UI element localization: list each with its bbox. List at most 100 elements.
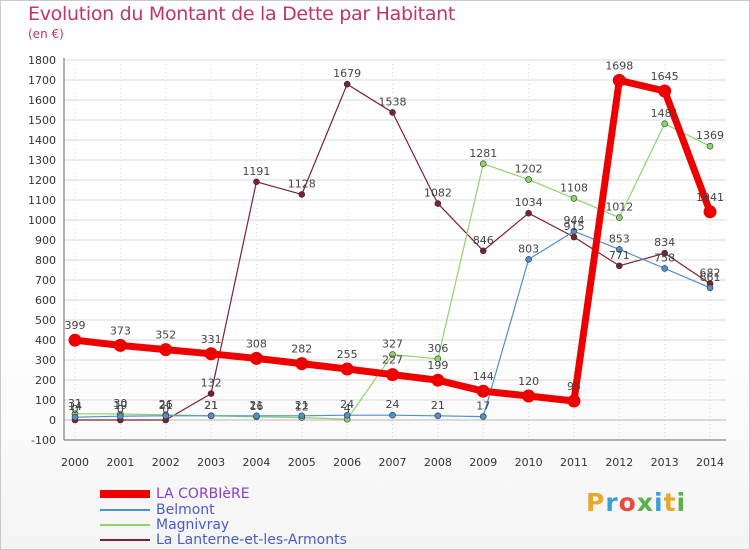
data-point	[434, 412, 442, 420]
data-point	[434, 200, 442, 207]
data-label: 26	[159, 398, 173, 411]
data-point	[389, 411, 396, 419]
data-point	[113, 338, 127, 352]
data-point	[71, 413, 79, 421]
data-label: 1698	[605, 59, 633, 72]
data-label: 1041	[696, 191, 724, 204]
data-point	[298, 191, 306, 198]
y-tick-label: 500	[35, 314, 56, 327]
data-point	[612, 73, 626, 87]
data-point	[295, 357, 309, 371]
data-label: 16	[249, 400, 263, 413]
data-point	[661, 265, 668, 272]
data-point	[616, 214, 623, 221]
data-point	[343, 80, 351, 88]
data-label: 199	[427, 359, 448, 372]
data-label: 95	[567, 380, 581, 393]
unit-label: (en €)	[28, 27, 64, 41]
data-point	[431, 373, 445, 387]
data-label: 803	[518, 242, 539, 255]
logo-letter: P	[586, 488, 606, 517]
data-label: 1191	[242, 165, 270, 178]
data-point	[207, 412, 215, 420]
data-point	[340, 362, 354, 376]
data-label: 120	[518, 375, 539, 388]
y-tick-label: 600	[35, 294, 56, 307]
data-label: 21	[159, 399, 173, 412]
y-tick-label: 300	[35, 354, 56, 367]
data-label: 12	[295, 401, 309, 414]
data-label: 682	[700, 267, 721, 280]
logo-letter: i	[654, 488, 664, 517]
x-tick-label: 2005	[288, 456, 316, 469]
legend-swatch	[100, 538, 150, 541]
legend-item-la-corbiere: LA CORBIèRE	[100, 485, 250, 502]
y-tick-label: 1800	[28, 54, 56, 67]
x-tick-label: 2007	[379, 456, 407, 469]
legend-item-magnivray: Magnivray	[100, 516, 229, 533]
data-label: 399	[65, 319, 86, 332]
data-label: 1645	[651, 70, 679, 83]
series-layer	[68, 73, 717, 424]
data-label: 21	[204, 399, 218, 412]
data-label: 17	[476, 400, 490, 413]
y-tick-label: 400	[35, 334, 56, 347]
y-tick-label: 1500	[28, 114, 56, 127]
legend-label: LA CORBIèRE	[156, 485, 250, 502]
data-point	[522, 389, 536, 403]
legend-swatch	[100, 489, 150, 498]
chart-title: Evolution du Montant de la Dette par Hab…	[28, 3, 456, 25]
data-point	[389, 351, 396, 358]
data-label: 30	[113, 397, 127, 410]
data-point	[253, 412, 260, 420]
logo-letter: r	[605, 488, 619, 517]
data-point	[570, 227, 578, 235]
data-label: 14	[68, 400, 82, 413]
data-label: 0	[72, 403, 79, 416]
legend-label: La Lanterne-et-les-Armonts	[156, 531, 347, 548]
data-label: 758	[654, 251, 675, 264]
data-label: 944	[563, 214, 584, 227]
data-point	[706, 284, 714, 292]
data-point	[661, 249, 668, 257]
data-point	[117, 412, 124, 420]
data-point	[616, 262, 623, 270]
y-tick-label: 100	[35, 394, 56, 407]
data-label: 19	[113, 399, 127, 412]
data-point	[570, 233, 578, 241]
y-tick-label: 1100	[28, 194, 56, 207]
legend-swatch	[100, 508, 150, 511]
y-tick-label: 800	[35, 254, 56, 267]
x-tick-label: 2006	[333, 456, 361, 469]
data-label: 306	[427, 342, 448, 355]
data-label: 144	[473, 370, 494, 383]
x-tick-label: 2004	[242, 456, 270, 469]
axis-layer: -100010020030040050060070080090010001100…	[28, 54, 727, 469]
data-label: 227	[382, 354, 403, 367]
legend-label: Belmont	[156, 501, 215, 518]
data-label: 1538	[379, 95, 407, 108]
data-label: 331	[201, 333, 222, 346]
data-label: 1082	[424, 187, 452, 200]
y-tick-label: 1700	[28, 74, 56, 87]
data-point	[204, 347, 218, 361]
y-tick-label: 1000	[28, 214, 56, 227]
data-point	[661, 120, 668, 128]
data-point	[476, 384, 490, 398]
data-point	[658, 84, 672, 98]
data-label: 846	[473, 234, 494, 247]
data-point	[703, 205, 717, 219]
data-label: 373	[110, 324, 131, 337]
x-tick-label: 2012	[605, 456, 633, 469]
logo-letter: o	[618, 488, 637, 517]
data-label: 352	[155, 329, 176, 342]
data-point	[479, 413, 487, 420]
y-tick-label: 1300	[28, 154, 56, 167]
data-label: 327	[382, 338, 403, 351]
data-label: 1034	[515, 196, 543, 209]
data-point	[343, 411, 351, 419]
data-point	[706, 142, 714, 150]
x-tick-label: 2013	[651, 456, 679, 469]
y-tick-label: 200	[35, 374, 56, 387]
